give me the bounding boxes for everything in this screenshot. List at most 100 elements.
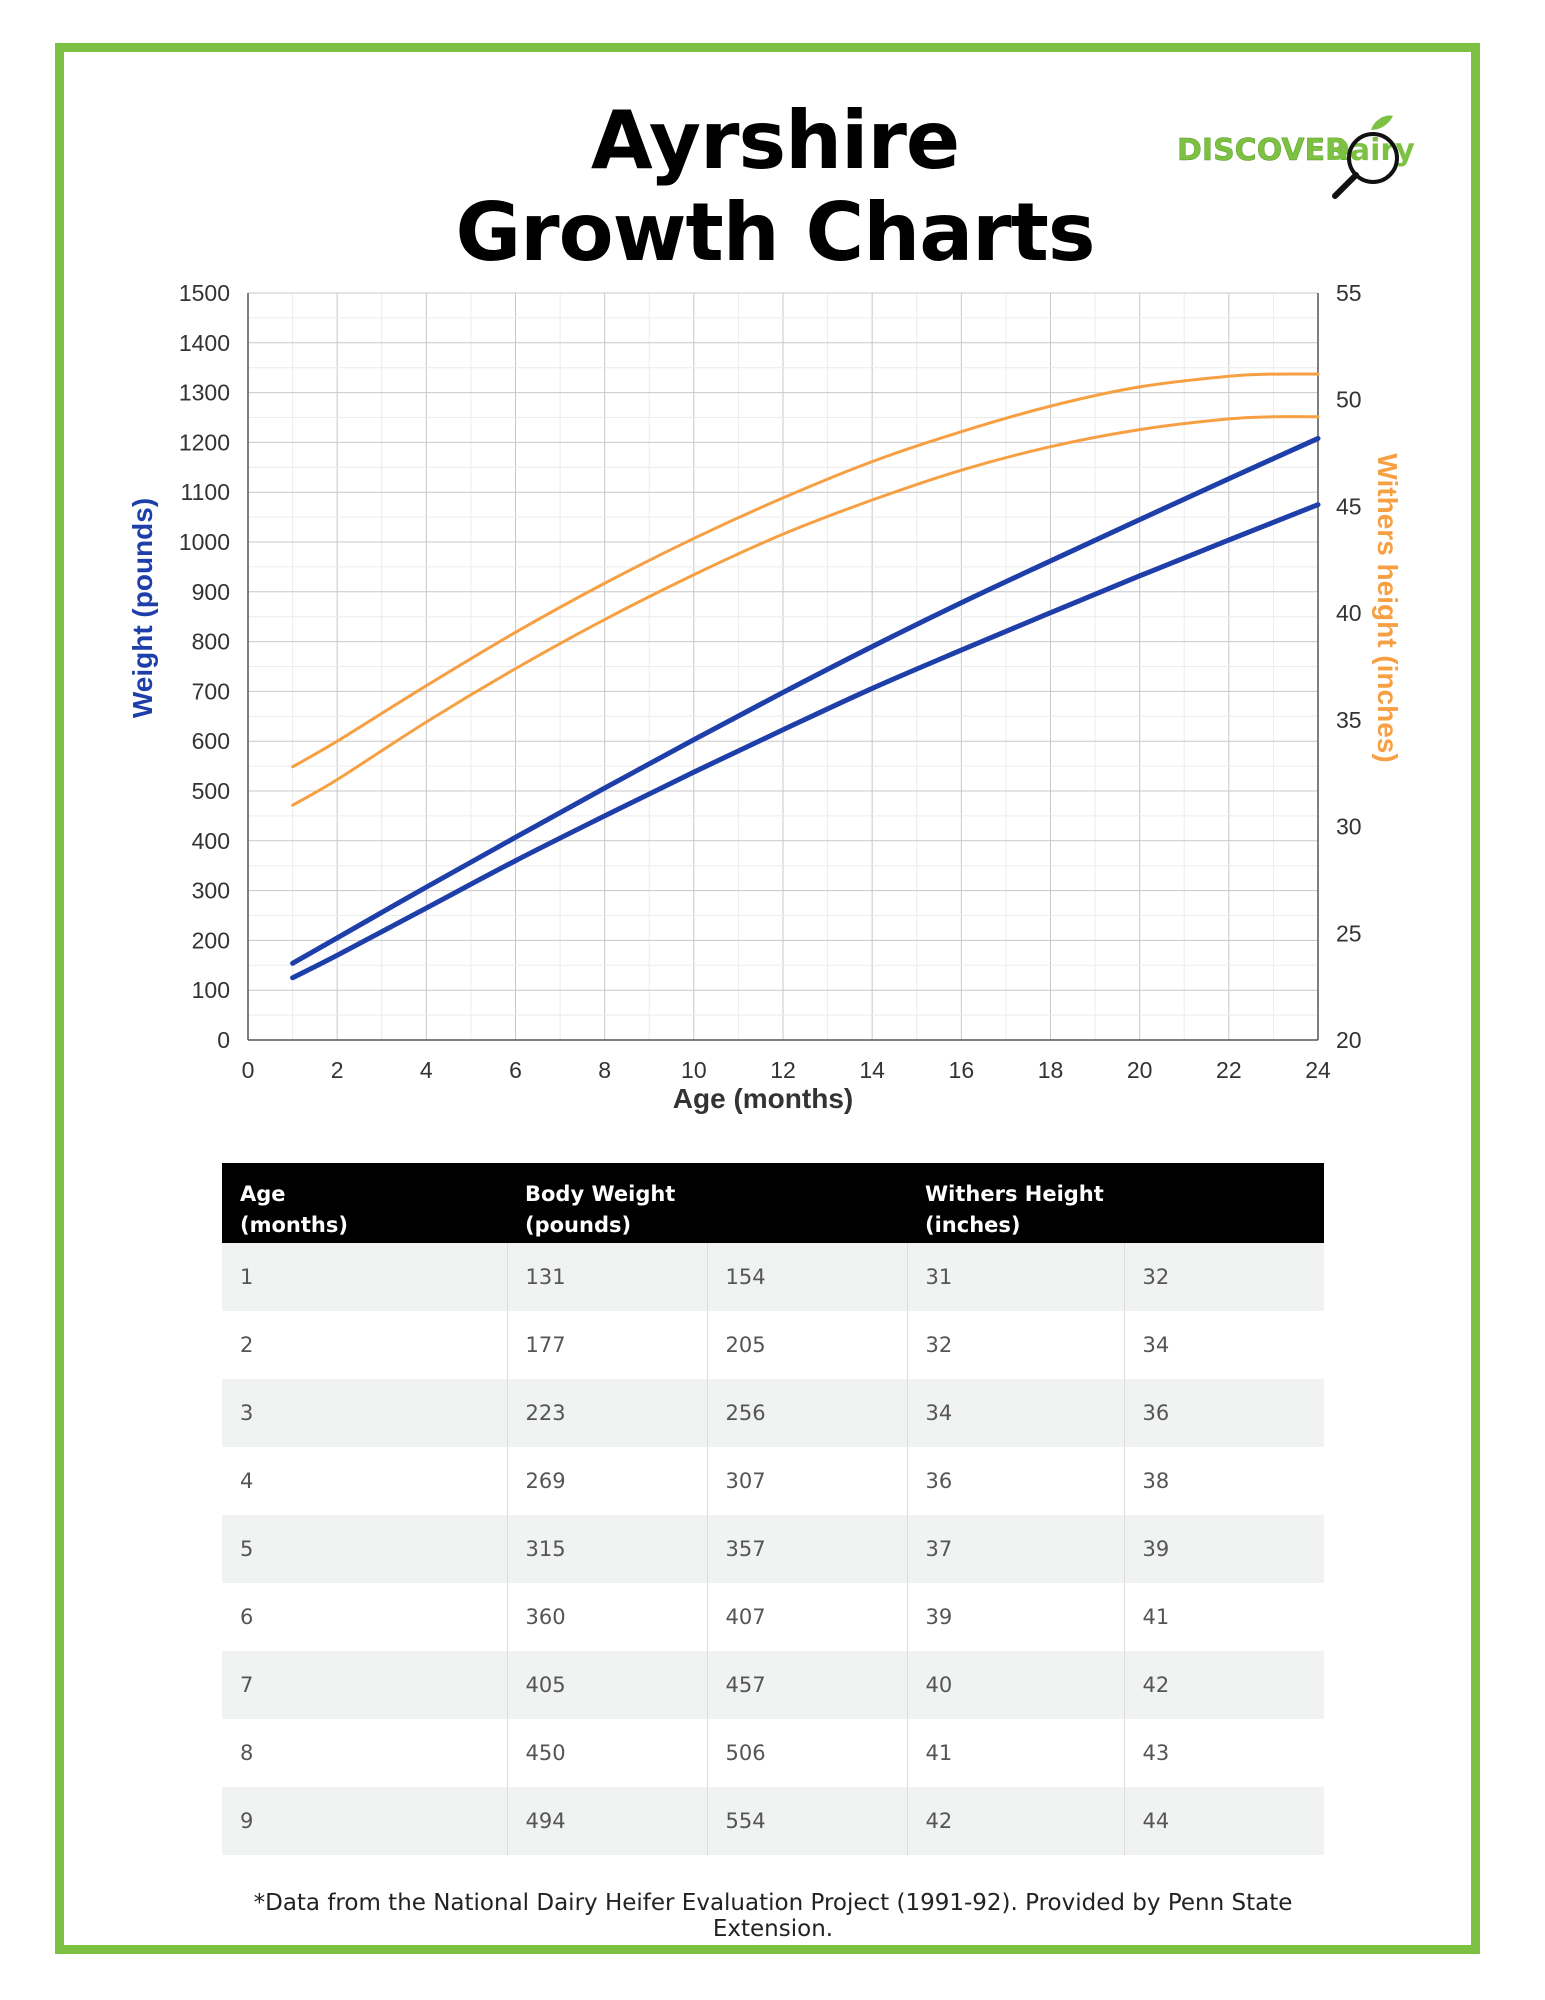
y-tick-label: 700: [192, 678, 230, 704]
x-tick-label: 18: [1038, 1057, 1064, 1083]
y-tick-label: 1400: [179, 330, 230, 356]
y2-tick-label: 20: [1336, 1027, 1362, 1053]
x-tick-label: 12: [770, 1057, 796, 1083]
table-row: 9 494 554 42 44: [222, 1787, 1324, 1855]
magnifier-handle-icon: [1332, 172, 1359, 199]
y2-tick-label: 40: [1336, 600, 1362, 626]
table-cell: 34: [1124, 1311, 1324, 1379]
growth-chart: 0 2 4 6 8 10 12 14 16 18 20 22 240100200300400500600…: [127, 280, 1403, 1114]
x-tick-label: 2: [331, 1057, 344, 1083]
logo-text-dairy: Dairy: [1325, 133, 1415, 168]
table-row: 7 405 457 40 42: [222, 1651, 1324, 1719]
height-series-line: [291, 372, 1320, 769]
x-tick-label: 22: [1216, 1057, 1242, 1083]
y2-tick-label: 35: [1336, 707, 1362, 733]
header-age-text: Age (months): [240, 1182, 348, 1237]
leaf-icon: [1371, 115, 1393, 130]
y-tick-label: 600: [192, 728, 230, 754]
table-cell: 41: [907, 1719, 1125, 1787]
x-tick-label: 24: [1305, 1057, 1331, 1083]
table-row: 1 131 154 31 32: [222, 1243, 1324, 1311]
table-cell: 360: [507, 1583, 708, 1651]
y-tick-label: 0: [217, 1027, 230, 1053]
table-cell: 9: [222, 1787, 508, 1855]
x-axis-label: Age (months): [673, 1083, 853, 1114]
table-cell: 450: [507, 1719, 708, 1787]
y-tick-label: 1100: [181, 479, 230, 505]
header-withers-height: Withers Height (inches): [907, 1163, 1124, 1243]
table-cell: 40: [907, 1651, 1125, 1719]
table-cell: 3: [222, 1379, 508, 1447]
table-cell: 554: [707, 1787, 908, 1855]
table-cell: 41: [1124, 1583, 1324, 1651]
y-tick-label: 1300: [179, 380, 230, 406]
table-row: 3 223 256 34 36: [222, 1379, 1324, 1447]
header-body-weight: Body Weight (pounds): [507, 1163, 707, 1243]
table-cell: 39: [1124, 1515, 1324, 1583]
height-series-line: [291, 415, 1320, 807]
x-tick-label: 6: [509, 1057, 522, 1083]
table-cell: 269: [507, 1447, 708, 1515]
table-row: 2 177 205 32 34: [222, 1311, 1324, 1379]
y2-axis-label: Withers height (inches): [1372, 453, 1403, 762]
discover-dairy-logo: DISCOVER Dairy: [1177, 115, 1415, 199]
y-tick-label: 1500: [179, 280, 230, 306]
x-tick-label: 16: [949, 1057, 975, 1083]
header-withers-height-text: Withers Height (inches): [925, 1182, 1104, 1237]
chart-grid: [247, 292, 1319, 1041]
y-tick-label: 400: [192, 828, 230, 854]
table-cell: 223: [507, 1379, 708, 1447]
table-cell: 407: [707, 1583, 908, 1651]
title-line-2: Growth Charts: [455, 186, 1096, 279]
y-tick-label: 200: [192, 927, 230, 953]
title-line-1: Ayrshire: [590, 94, 960, 187]
table-body: 1 131 154 31 32 2 177 205 32 34 3 223 256 34 36 4 269 307…: [222, 1243, 1324, 1855]
y-tick-label: 1000: [179, 529, 230, 555]
table-cell: 32: [907, 1311, 1125, 1379]
header-age: Age (months): [222, 1163, 507, 1243]
table-row: 5 315 357 37 39: [222, 1515, 1324, 1583]
table-cell: 177: [507, 1311, 708, 1379]
table-cell: 5: [222, 1515, 508, 1583]
header-body-weight-text: Body Weight (pounds): [525, 1182, 676, 1237]
table-cell: 256: [707, 1379, 908, 1447]
chart-series: [290, 372, 1321, 981]
x-tick-label: 8: [598, 1057, 611, 1083]
table-cell: 31: [907, 1243, 1125, 1311]
table-cell: 1: [222, 1243, 508, 1311]
table-cell: 457: [707, 1651, 908, 1719]
table-cell: 131: [507, 1243, 708, 1311]
table-cell: 42: [907, 1787, 1125, 1855]
x-tick-label: 10: [681, 1057, 707, 1083]
table-header-row: Age (months) Body Weight (pounds) Wither…: [222, 1163, 1324, 1243]
table-cell: 154: [707, 1243, 908, 1311]
table-cell: 205: [707, 1311, 908, 1379]
table-cell: 32: [1124, 1243, 1324, 1311]
header-withers-height-2: [1124, 1163, 1324, 1243]
logo-text-discover: DISCOVER: [1177, 133, 1348, 168]
y-tick-label: 900: [192, 579, 230, 605]
chart-axes: 0 2 4 6 8 10 12 14 16 18 20 22 240100200300400500600…: [179, 280, 1362, 1083]
table-row: 8 450 506 41 43: [222, 1719, 1324, 1787]
header-body-weight-2: [707, 1163, 907, 1243]
table-cell: 2: [222, 1311, 508, 1379]
page-title: Ayrshire Growth Charts: [380, 95, 1170, 279]
weight-series-line: [290, 502, 1321, 981]
table-cell: 36: [907, 1447, 1125, 1515]
table-row: 4 269 307 36 38: [222, 1447, 1324, 1515]
x-tick-label: 20: [1127, 1057, 1153, 1083]
table-cell: 315: [507, 1515, 708, 1583]
table-cell: 42: [1124, 1651, 1324, 1719]
table-cell: 357: [707, 1515, 908, 1583]
table-cell: 38: [1124, 1447, 1324, 1515]
table-cell: 44: [1124, 1787, 1324, 1855]
x-tick-label: 0: [242, 1057, 255, 1083]
table-cell: 43: [1124, 1719, 1324, 1787]
table-cell: 307: [707, 1447, 908, 1515]
table-cell: 36: [1124, 1379, 1324, 1447]
growth-table: Age (months) Body Weight (pounds) Wither…: [222, 1163, 1324, 1855]
table-cell: 39: [907, 1583, 1125, 1651]
table-cell: 8: [222, 1719, 508, 1787]
y-tick-label: 1200: [179, 429, 230, 455]
table-cell: 6: [222, 1583, 508, 1651]
